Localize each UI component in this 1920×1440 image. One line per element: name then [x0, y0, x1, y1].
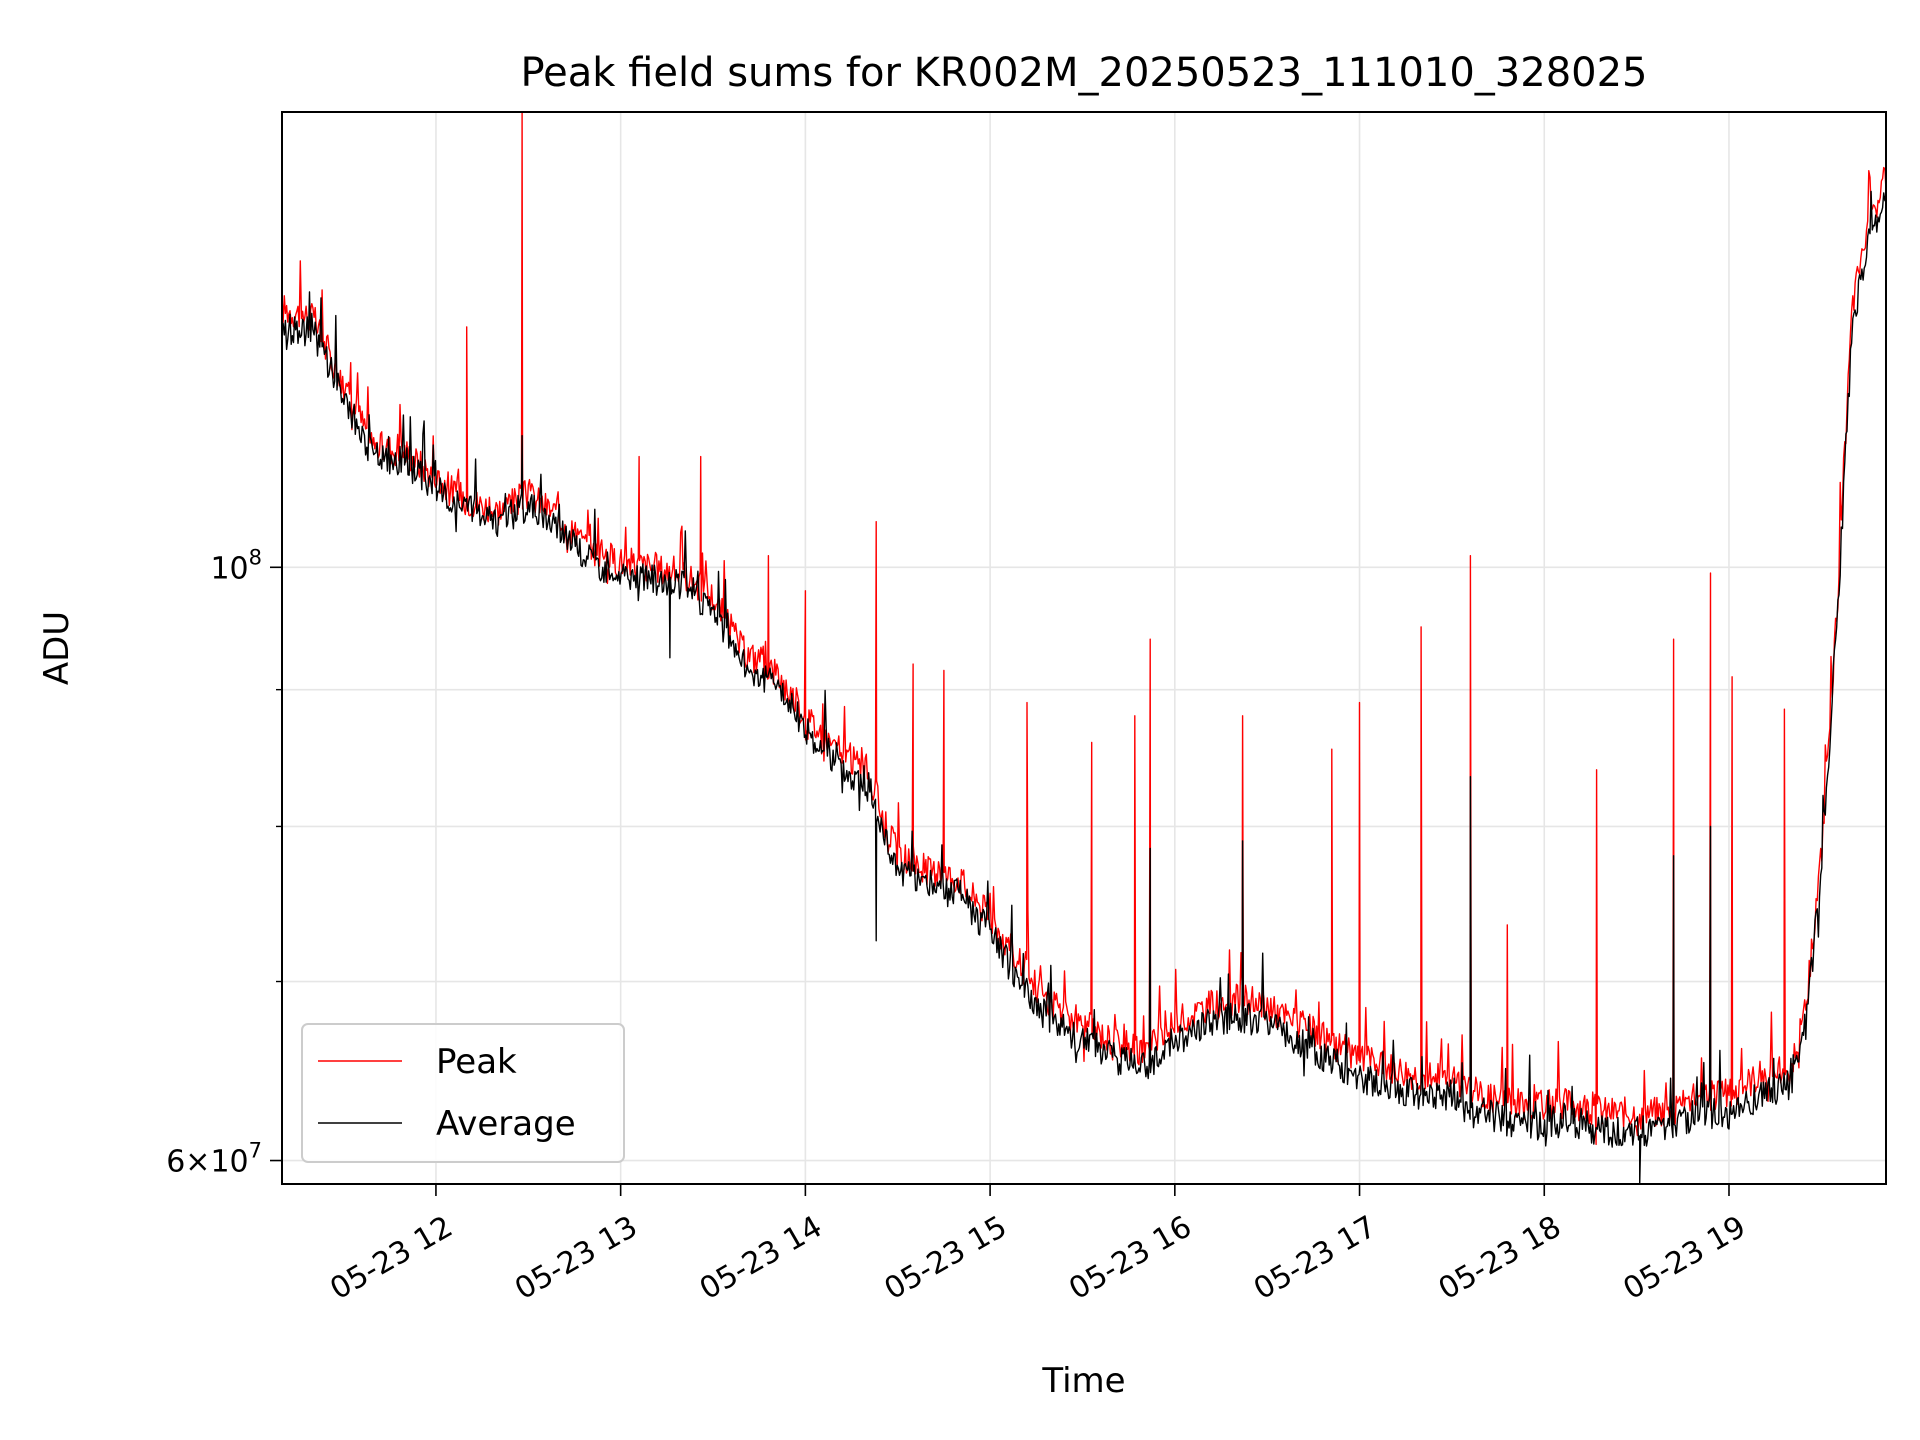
y-tick-label: 6×107 [166, 1139, 262, 1180]
series-line-peak [281, 111, 1887, 1146]
chart-title: Peak field sums for KR002M_20250523_1110… [520, 50, 1647, 96]
grid [282, 112, 1886, 1184]
y-tick-base: 10 [210, 1145, 248, 1180]
y-tick-mantissa: 6 [166, 1145, 185, 1180]
plot-frame [281, 111, 1887, 1185]
y-tick-times: × [185, 1145, 210, 1180]
x-axis-title: Time [1041, 1361, 1125, 1401]
legend-box [301, 1023, 625, 1163]
y-tick-exponent: 8 [249, 545, 262, 569]
y-tick-base: 10 [210, 551, 248, 586]
legend-label-peak: Peak [436, 1042, 517, 1082]
y-tick-label: 108 [210, 545, 262, 586]
y-axis-title: ADU [37, 611, 77, 685]
legend-label-average: Average [436, 1104, 576, 1144]
series-group [281, 111, 1887, 1185]
y-tick-exponent: 7 [249, 1139, 262, 1163]
legend: Peak Average [301, 1023, 625, 1163]
series-line-average [281, 190, 1887, 1185]
